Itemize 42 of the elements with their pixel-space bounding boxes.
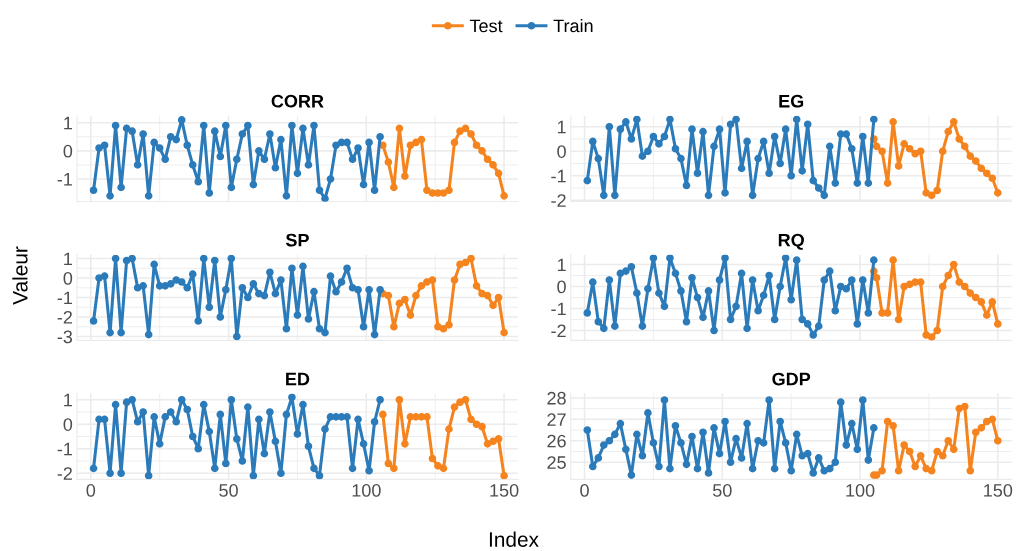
x-axis-title: Index <box>489 531 539 547</box>
y-tick-label: 1 <box>64 116 72 130</box>
chart-title: ED <box>286 372 310 386</box>
y-tick-label: -1 <box>57 173 72 186</box>
y-tick-label: 1 <box>64 252 72 266</box>
y-tick-label: 1 <box>557 258 566 272</box>
y-tick-label: 0 <box>63 418 73 431</box>
chart-title: CORR <box>271 94 324 108</box>
chart-title: RQ <box>778 233 804 250</box>
x-tick-label: 100 <box>352 484 381 497</box>
x-tick-label: 0 <box>580 484 589 497</box>
y-tick-label: -2 <box>57 310 72 324</box>
chart-title: GDP <box>772 372 811 386</box>
y-axis-title: Valeur <box>12 246 28 305</box>
y-tick-label: -1 <box>551 302 566 316</box>
chart-title: SP <box>285 233 309 247</box>
y-tick-label: -2 <box>551 324 566 338</box>
y-tick-label: -2 <box>551 194 566 207</box>
y-tick-label: 26 <box>547 434 566 448</box>
y-tick-label: 0 <box>63 144 73 158</box>
y-tick-label: 1 <box>557 120 566 134</box>
y-tick-label: 25 <box>547 456 566 469</box>
x-tick-label: 100 <box>846 484 875 497</box>
y-tick-label: 0 <box>557 280 566 294</box>
y-tick-label: -1 <box>551 169 566 183</box>
x-tick-label: 0 <box>86 484 96 497</box>
x-tick-label: 50 <box>712 484 732 497</box>
y-tick-label: 28 <box>547 391 566 405</box>
legend-label: Test <box>469 19 503 33</box>
y-tick-label: 1 <box>64 393 72 407</box>
legend-label: Train <box>553 19 593 33</box>
y-tick-label: 0 <box>557 145 566 158</box>
chart-title: EG <box>779 94 804 108</box>
x-tick-label: 150 <box>490 484 519 497</box>
y-tick-label: -1 <box>57 442 72 456</box>
y-tick-label: 0 <box>63 271 73 285</box>
y-tick-label: -1 <box>57 291 72 305</box>
y-tick-label: 27 <box>547 413 566 426</box>
y-tick-label: -2 <box>57 467 72 480</box>
x-tick-label: 150 <box>984 484 1013 497</box>
y-tick-label: -3 <box>57 330 73 344</box>
x-tick-label: 50 <box>219 484 238 497</box>
